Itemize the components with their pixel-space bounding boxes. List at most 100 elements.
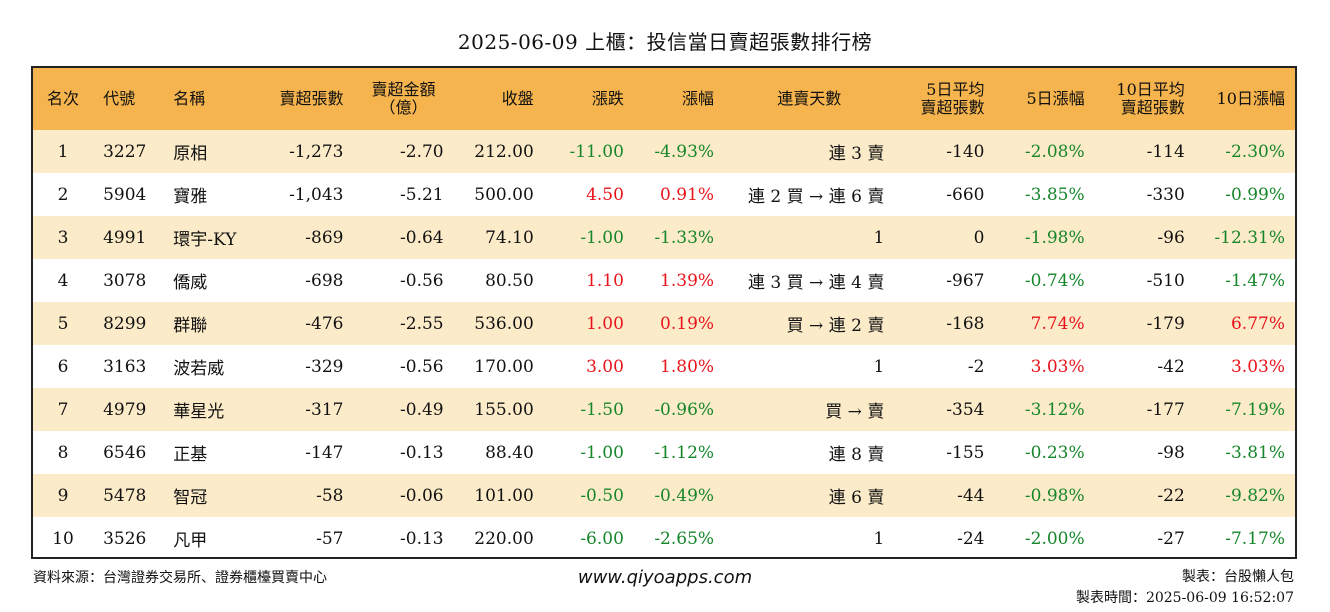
- cell-5d-change: -3.85%: [1024, 184, 1085, 205]
- cell-code: 5904: [103, 184, 147, 205]
- cell-sell-amount: -0.56: [400, 270, 444, 291]
- cell-10d-change: 3.03%: [1230, 356, 1285, 377]
- cell-5d-avg: -967: [946, 270, 985, 291]
- cell-sell-volume: -698: [305, 270, 344, 291]
- cell-consecutive-days: 1: [873, 356, 885, 377]
- cell-10d-avg: -177: [1146, 399, 1185, 420]
- cell-code: 4991: [103, 227, 147, 248]
- cell-code: 3078: [103, 270, 147, 291]
- table-row: 2 5904 寶雅 -1,043 -5.21 500.00 4.50 0.91% 連 2 買 →…: [33, 173, 1295, 216]
- cell-close: 220.00: [474, 528, 534, 549]
- cell-5d-avg: -660: [946, 184, 985, 205]
- cell-close: 80.50: [485, 270, 534, 291]
- cell-change-pct: -2.65%: [654, 528, 715, 549]
- cell-5d-avg: 0: [973, 227, 985, 248]
- cell-change: 3.00: [586, 356, 624, 377]
- cell-5d-change: -0.98%: [1024, 485, 1085, 506]
- cell-sell-amount: -0.64: [400, 227, 444, 248]
- cell-10d-avg: -27: [1157, 528, 1185, 549]
- cell-close: 101.00: [474, 485, 534, 506]
- cell-10d-change: 6.77%: [1230, 313, 1285, 334]
- cell-10d-avg: -42: [1157, 356, 1185, 377]
- header-5d-avg: 5日平均 賣超張數: [920, 80, 985, 117]
- header-10d-avg: 10日平均 賣超張數: [1116, 80, 1185, 117]
- cell-sell-volume: -476: [305, 313, 344, 334]
- table-row: 10 3526 凡甲 -57 -0.13 220.00 -6.00 -2.65% 1 -24 -2.…: [33, 517, 1295, 557]
- cell-change-pct: 1.80%: [660, 356, 715, 377]
- cell-change-pct: -4.93%: [654, 141, 715, 162]
- cell-5d-avg: -24: [957, 528, 985, 549]
- cell-change: -6.00: [580, 528, 624, 549]
- cell-code: 3227: [103, 141, 147, 162]
- cell-change-pct: -0.96%: [654, 399, 715, 420]
- cell-sell-amount: -0.13: [400, 442, 444, 463]
- cell-consecutive-days: 連 8 賣: [828, 445, 885, 465]
- cell-10d-avg: -114: [1146, 141, 1185, 162]
- cell-5d-change: -3.12%: [1024, 399, 1085, 420]
- cell-change: -11.00: [569, 141, 624, 162]
- cell-code: 8299: [103, 313, 147, 334]
- cell-consecutive-days: 1: [873, 528, 885, 549]
- footer-credits: 製表：台股懶人包 製表時間：2025-06-09 16:52:07: [1076, 567, 1294, 609]
- cell-change-pct: 0.91%: [660, 184, 715, 205]
- header-code: 代號: [103, 89, 136, 108]
- header-consecutive-days: 連賣天數: [777, 89, 842, 108]
- cell-sell-amount: -2.55: [400, 313, 444, 334]
- cell-close: 170.00: [474, 356, 534, 377]
- cell-sell-volume: -1,273: [289, 141, 344, 162]
- cell-5d-avg: -168: [946, 313, 985, 334]
- cell-10d-change: -1.47%: [1225, 270, 1285, 291]
- cell-10d-change: -9.82%: [1225, 485, 1285, 506]
- cell-rank: 9: [57, 485, 69, 506]
- cell-close: 155.00: [474, 399, 534, 420]
- cell-sell-volume: -317: [305, 399, 344, 420]
- table-row: 8 6546 正基 -147 -0.13 88.40 -1.00 -1.12% 連 8 賣 -15…: [33, 431, 1295, 474]
- header-sell-amount: 賣超金額 （億）: [371, 80, 436, 117]
- cell-change: -1.00: [580, 442, 624, 463]
- cell-5d-change: -1.98%: [1024, 227, 1085, 248]
- cell-rank: 2: [57, 184, 69, 205]
- cell-10d-change: -0.99%: [1225, 184, 1285, 205]
- cell-5d-avg: -354: [946, 399, 985, 420]
- cell-sell-volume: -869: [305, 227, 344, 248]
- cell-5d-change: 3.03%: [1030, 356, 1085, 377]
- cell-close: 212.00: [474, 141, 534, 162]
- cell-change: 1.00: [586, 313, 624, 334]
- cell-10d-avg: -179: [1146, 313, 1185, 334]
- cell-rank: 7: [57, 399, 69, 420]
- cell-change-pct: 1.39%: [660, 270, 715, 291]
- data-source: 資料來源：台灣證券交易所、證券櫃檯買賣中心: [33, 570, 327, 586]
- cell-sell-amount: -5.21: [400, 184, 444, 205]
- cell-change: 1.10: [586, 270, 624, 291]
- cell-consecutive-days: 連 3 賣: [828, 144, 885, 164]
- cell-sell-amount: -0.06: [400, 485, 444, 506]
- table-row: 5 8299 群聯 -476 -2.55 536.00 1.00 0.19% 買 → 連 2 賣…: [33, 302, 1295, 345]
- header-sell-volume: 賣超張數: [279, 89, 344, 108]
- cell-sell-amount: -2.70: [400, 141, 444, 162]
- cell-change: -0.50: [580, 485, 624, 506]
- cell-5d-change: -0.23%: [1024, 442, 1085, 463]
- cell-change-pct: 0.19%: [660, 313, 715, 334]
- cell-name: 僑威: [173, 273, 208, 293]
- header-change: 漲跌: [591, 89, 624, 108]
- cell-10d-avg: -330: [1146, 184, 1185, 205]
- cell-sell-volume: -57: [316, 528, 344, 549]
- page-title: 2025-06-09 上櫃：投信當日賣超張數排行榜: [457, 30, 873, 54]
- cell-rank: 10: [52, 528, 74, 549]
- cell-close: 536.00: [474, 313, 534, 334]
- cell-name: 正基: [173, 445, 208, 465]
- made-time-label: 製表時間：2025-06-09 16:52:07: [1075, 590, 1294, 606]
- cell-name: 華星光: [173, 402, 225, 422]
- cell-sell-volume: -58: [316, 485, 344, 506]
- cell-sell-volume: -1,043: [289, 184, 344, 205]
- cell-change: -1.00: [580, 227, 624, 248]
- table-row: 4 3078 僑威 -698 -0.56 80.50 1.10 1.39% 連 3 買 → 連 …: [33, 259, 1295, 302]
- header-name: 名稱: [173, 89, 206, 108]
- cell-name: 原相: [173, 144, 208, 164]
- cell-code: 3526: [103, 528, 147, 549]
- cell-sell-volume: -147: [305, 442, 344, 463]
- cell-10d-change: -7.19%: [1225, 399, 1285, 420]
- cell-5d-avg: -155: [946, 442, 985, 463]
- cell-name: 環宇-KY: [173, 230, 237, 250]
- cell-close: 500.00: [474, 184, 534, 205]
